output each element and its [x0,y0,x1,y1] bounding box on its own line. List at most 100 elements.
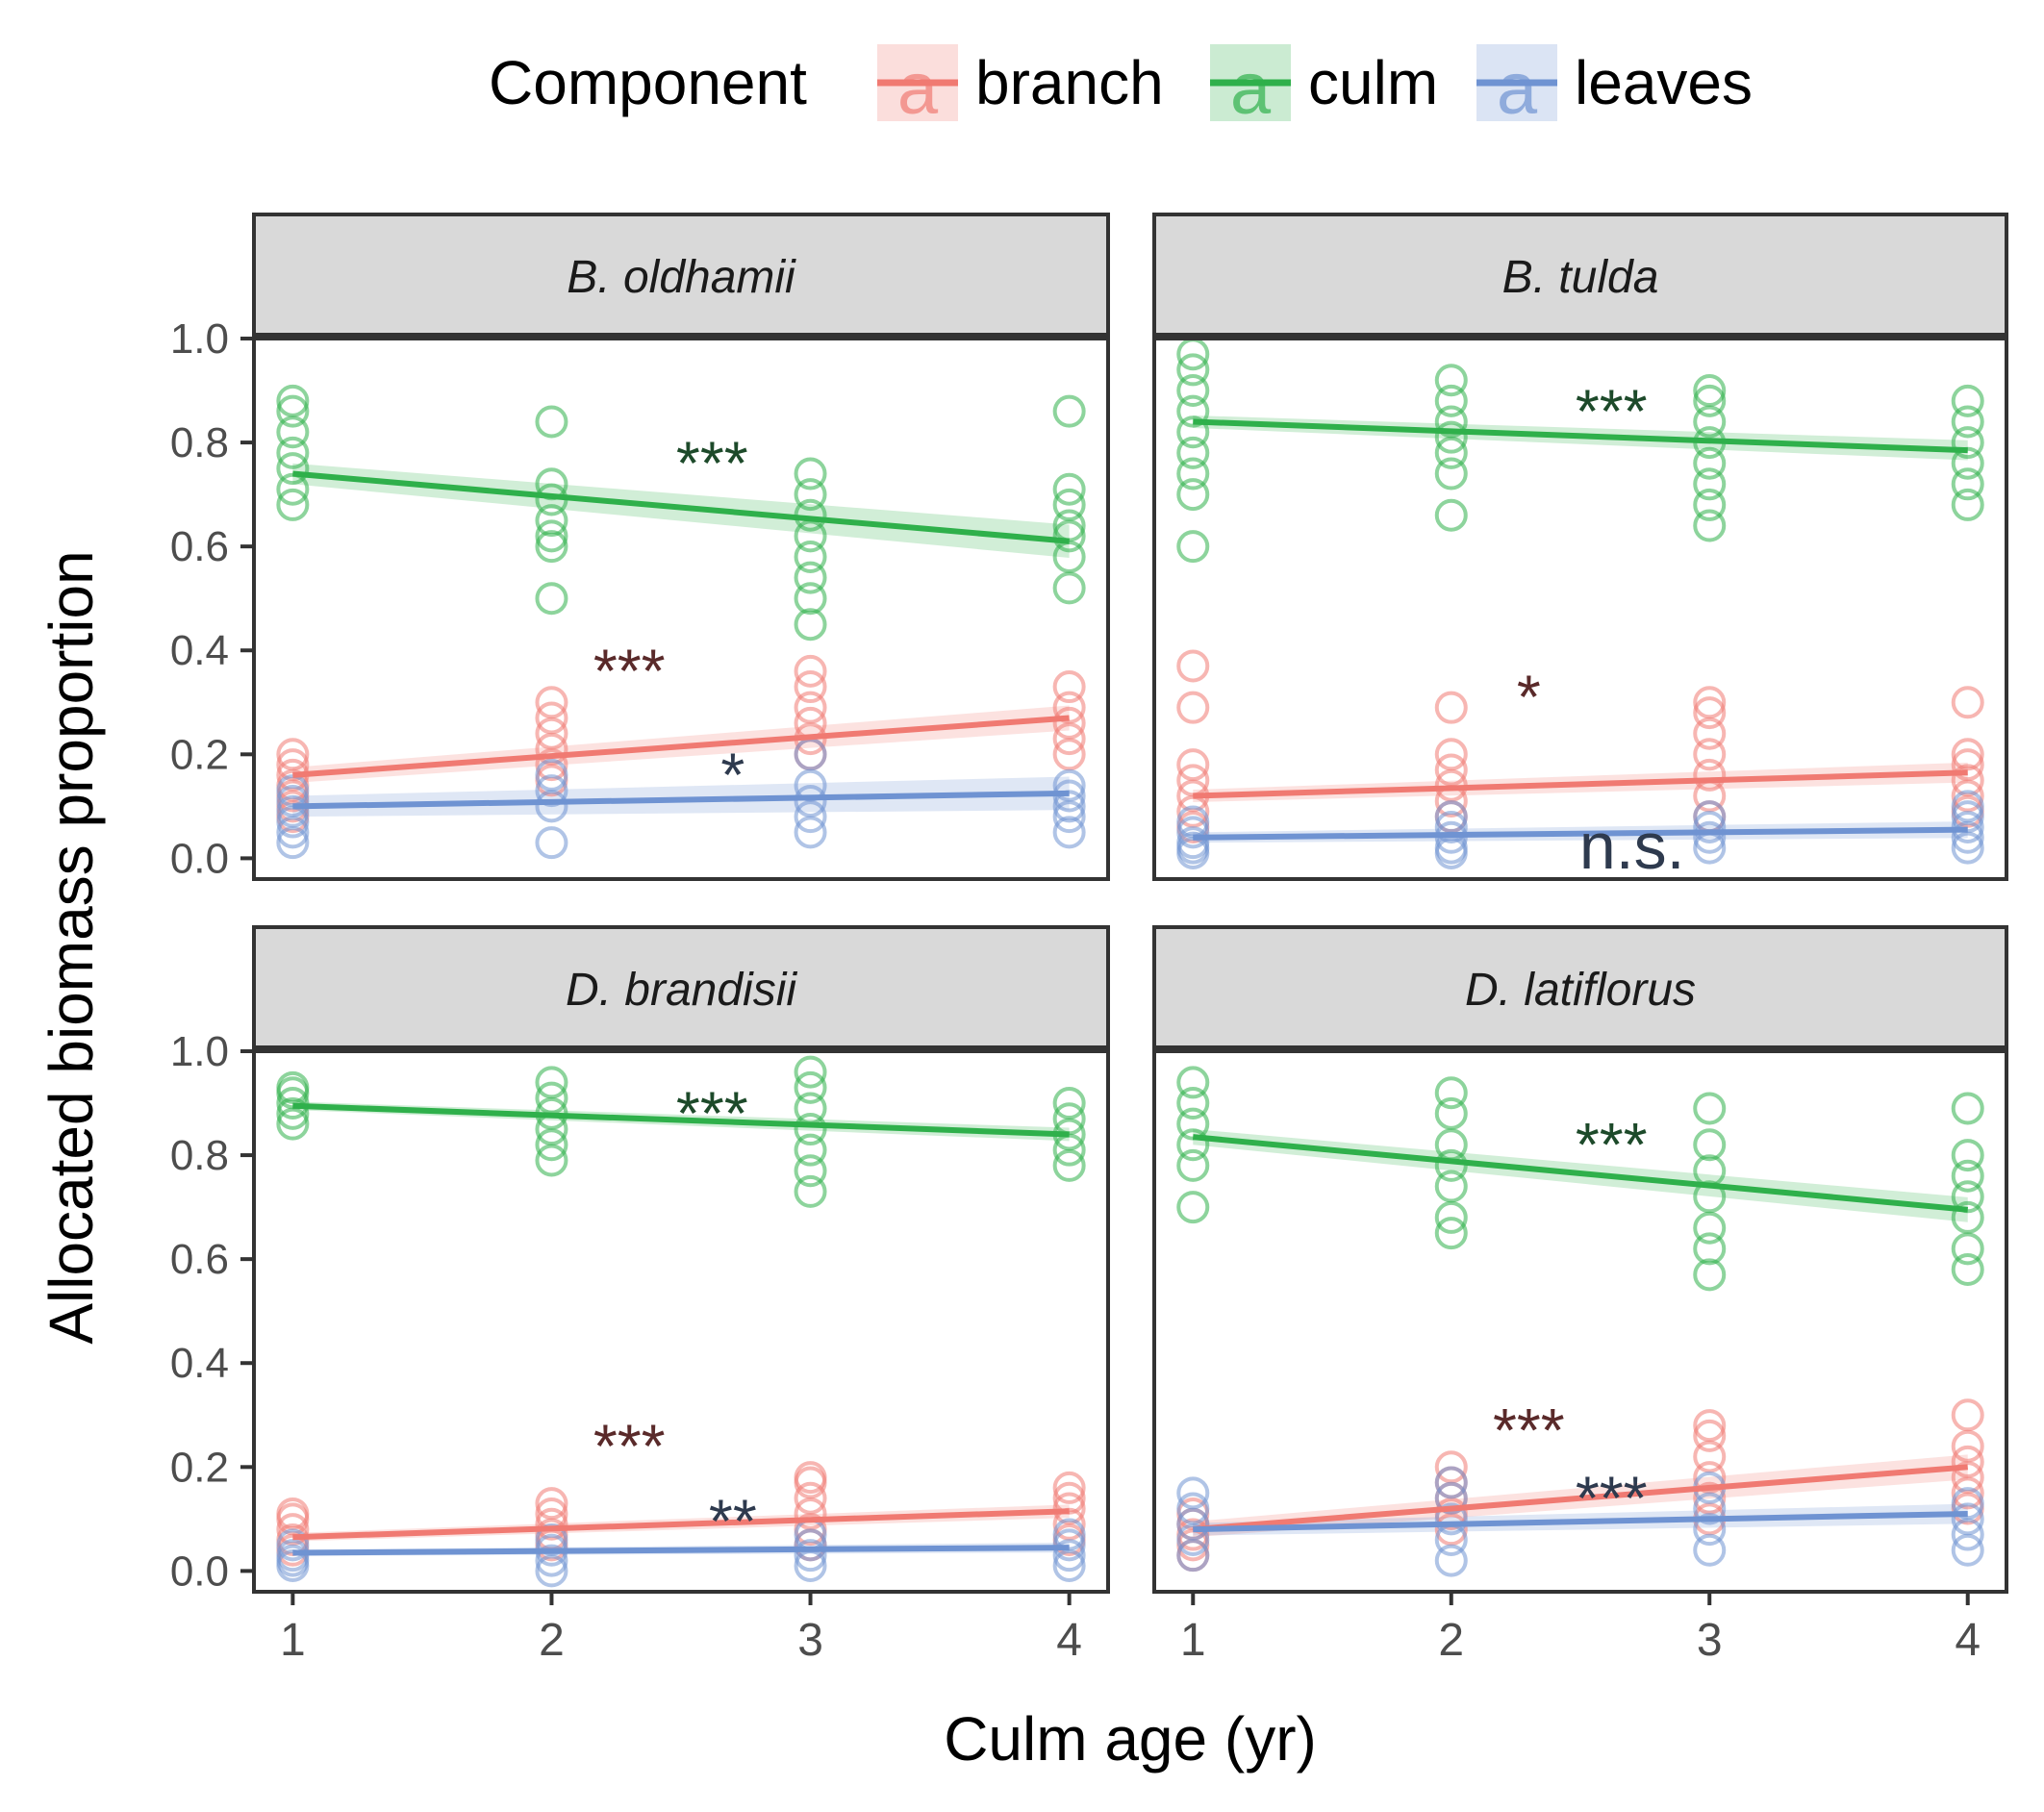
culm-point [535,504,568,538]
leaves-point [1693,810,1727,843]
plot-area: ****n.s. [1176,338,1984,883]
culm-point [794,540,827,573]
culm-point [535,1144,568,1177]
culm-point [794,582,827,616]
leaves-point [794,1539,827,1573]
leaves-significance-label: n.s. [1579,810,1685,883]
branch-point [1434,738,1468,771]
leaves-point [1052,1548,1086,1582]
panel-frame [1152,1049,2008,1594]
culm-point [1434,364,1468,397]
culm-point [1693,1211,1727,1245]
leaves-point [1434,810,1468,843]
culm-point [276,384,310,417]
branch-fit-line [292,715,1070,778]
culm-point [794,1070,827,1104]
y-tick-label: 0.6 [170,1236,229,1283]
x-tick-label: 4 [1955,1615,1981,1666]
panel-strip [252,925,1110,1049]
branch-point [1434,691,1468,724]
culm-point [1693,488,1727,521]
legend-key-glyph-leaves: a [1497,48,1538,130]
plot-area: ********* [1176,1066,1984,1577]
legend-item-leaves[interactable]: a leaves [1476,44,1753,130]
leaves-significance-label: *** [1576,1463,1648,1532]
culm-point [1434,1217,1468,1250]
leaves-point [1176,1507,1210,1541]
culm-point [1693,374,1727,408]
y-tick-label: 0.6 [170,523,229,570]
leaves-fit-line [292,1545,1070,1556]
leaves-point [794,816,827,849]
culm-point [535,1066,568,1099]
x-tick-label: 4 [1056,1615,1082,1666]
panel-title: D. brandisii [566,965,797,1016]
culm-point [1434,498,1468,532]
legend-item-branch[interactable]: a branch [877,44,1164,130]
x-tick-label: 3 [1697,1615,1723,1666]
branch-significance-label: * [1517,662,1541,731]
branch-point [1176,748,1210,782]
x-tick-label: 2 [1438,1615,1464,1666]
culm-significance-label: *** [1576,376,1648,445]
leaves-point [1052,800,1086,834]
culm-point [1693,509,1727,542]
branch-point [1951,738,1984,771]
culm-point [1693,1092,1727,1125]
panel-frame [252,337,1110,881]
culm-point [1052,488,1086,521]
x-tick-label: 1 [1180,1615,1206,1666]
culm-significance-label: *** [676,1078,748,1147]
culm-fit-line [1192,1134,1969,1213]
branch-point [1693,738,1727,771]
panel-title: D. latiflorus [1465,965,1696,1016]
culm-point [1951,1200,1984,1234]
branch-point [1951,779,1984,813]
leaves-point [1176,816,1210,849]
culm-point [1693,1180,1727,1214]
culm-point [1434,1170,1468,1203]
culm-point [1176,436,1210,469]
culm-point [1693,405,1727,439]
branch-point [1951,1429,1984,1463]
x-tick-label: 3 [797,1615,823,1666]
leaves-significance-label: ** [709,1487,757,1556]
culm-point [1693,467,1727,501]
culm-point [1176,353,1210,387]
culm-point [1434,384,1468,417]
culm-point [794,457,827,491]
leaves-point [1176,1539,1210,1573]
culm-point [1951,1159,1984,1193]
culm-point [1951,405,1984,439]
leaves-point [1951,831,1984,865]
leaves-point [1176,1492,1210,1525]
culm-point [1176,394,1210,428]
culm-point [1693,1128,1727,1162]
culm-point [1052,571,1086,605]
branch-significance-label: *** [1493,1396,1565,1465]
panel-strip [1152,925,2008,1049]
branch-point [1951,764,1984,797]
branch-point [794,654,827,688]
panel-title: B. tulda [1502,252,1659,303]
culm-point [1176,530,1210,564]
legend-label-branch: branch [975,48,1164,117]
culm-point [276,1070,310,1104]
culm-point [1951,1180,1984,1214]
legend-item-culm[interactable]: a culm [1210,44,1438,130]
leaves-fit-line [292,790,1070,810]
leaves-point [1434,1544,1468,1577]
panel-strip [1152,213,2008,337]
legend-key-glyph-branch: a [897,48,939,130]
culm-point [1176,415,1210,449]
y-axis-label: Allocated biomass proportion [37,550,106,1344]
culm-point [276,1096,310,1130]
panel-title: B. oldhamii [567,252,796,303]
culm-point [794,478,827,512]
culm-point [1951,384,1984,417]
leaves-point [535,758,568,792]
culm-point [1052,472,1086,506]
panel-frame [1152,337,2008,881]
legend-title: Component [489,48,807,117]
panel-d-latiflorus: D. latiflorus ********* [1152,925,2008,1594]
